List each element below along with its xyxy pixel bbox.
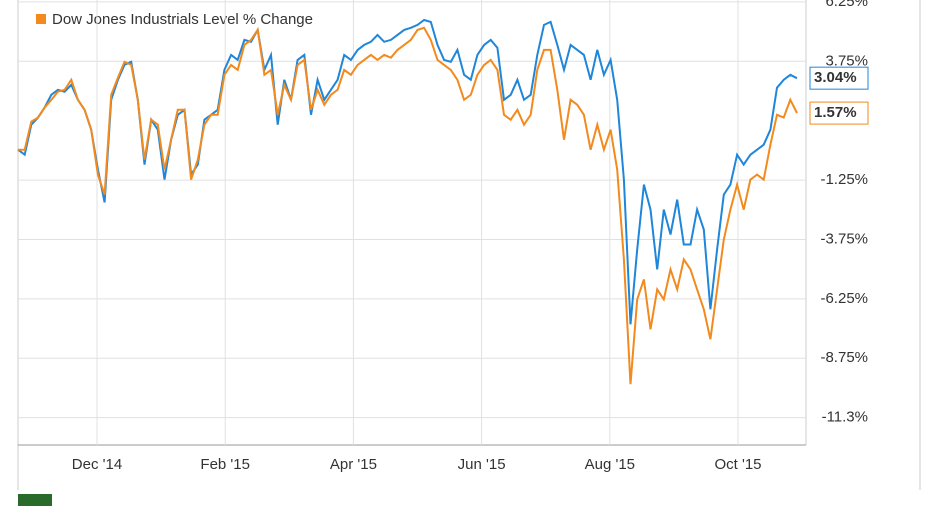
y-tick-label: -1.25% [820, 171, 868, 188]
legend-label: Dow Jones Industrials Level % Change [52, 11, 313, 28]
x-tick-label: Dec '14 [72, 456, 122, 473]
end-tag: 1.57% [814, 104, 857, 121]
y-tick-label: -11.3% [822, 409, 868, 426]
end-tag-box [809, 66, 869, 90]
legend-swatch [36, 14, 46, 24]
end-tag-box [809, 101, 869, 125]
y-tick-label: -8.75% [820, 349, 868, 366]
series-line [18, 26, 798, 385]
x-tick-label: Oct '15 [714, 456, 761, 473]
x-tick-label: Apr '15 [330, 456, 377, 473]
logo [18, 494, 52, 506]
y-tick-label: -6.25% [820, 290, 868, 307]
x-tick-label: Feb '15 [200, 456, 250, 473]
legend-box [22, 0, 417, 36]
end-tag: 3.04% [814, 69, 857, 86]
y-tick-label: -3.75% [820, 230, 868, 247]
legend: Dow Jones Industrials Level % Change [22, 0, 417, 36]
x-tick-label: Jun '15 [458, 456, 506, 473]
y-tick-label: 6.25% [825, 0, 868, 10]
y-tick-label: 3.75% [825, 52, 868, 69]
x-tick-label: Aug '15 [585, 456, 635, 473]
